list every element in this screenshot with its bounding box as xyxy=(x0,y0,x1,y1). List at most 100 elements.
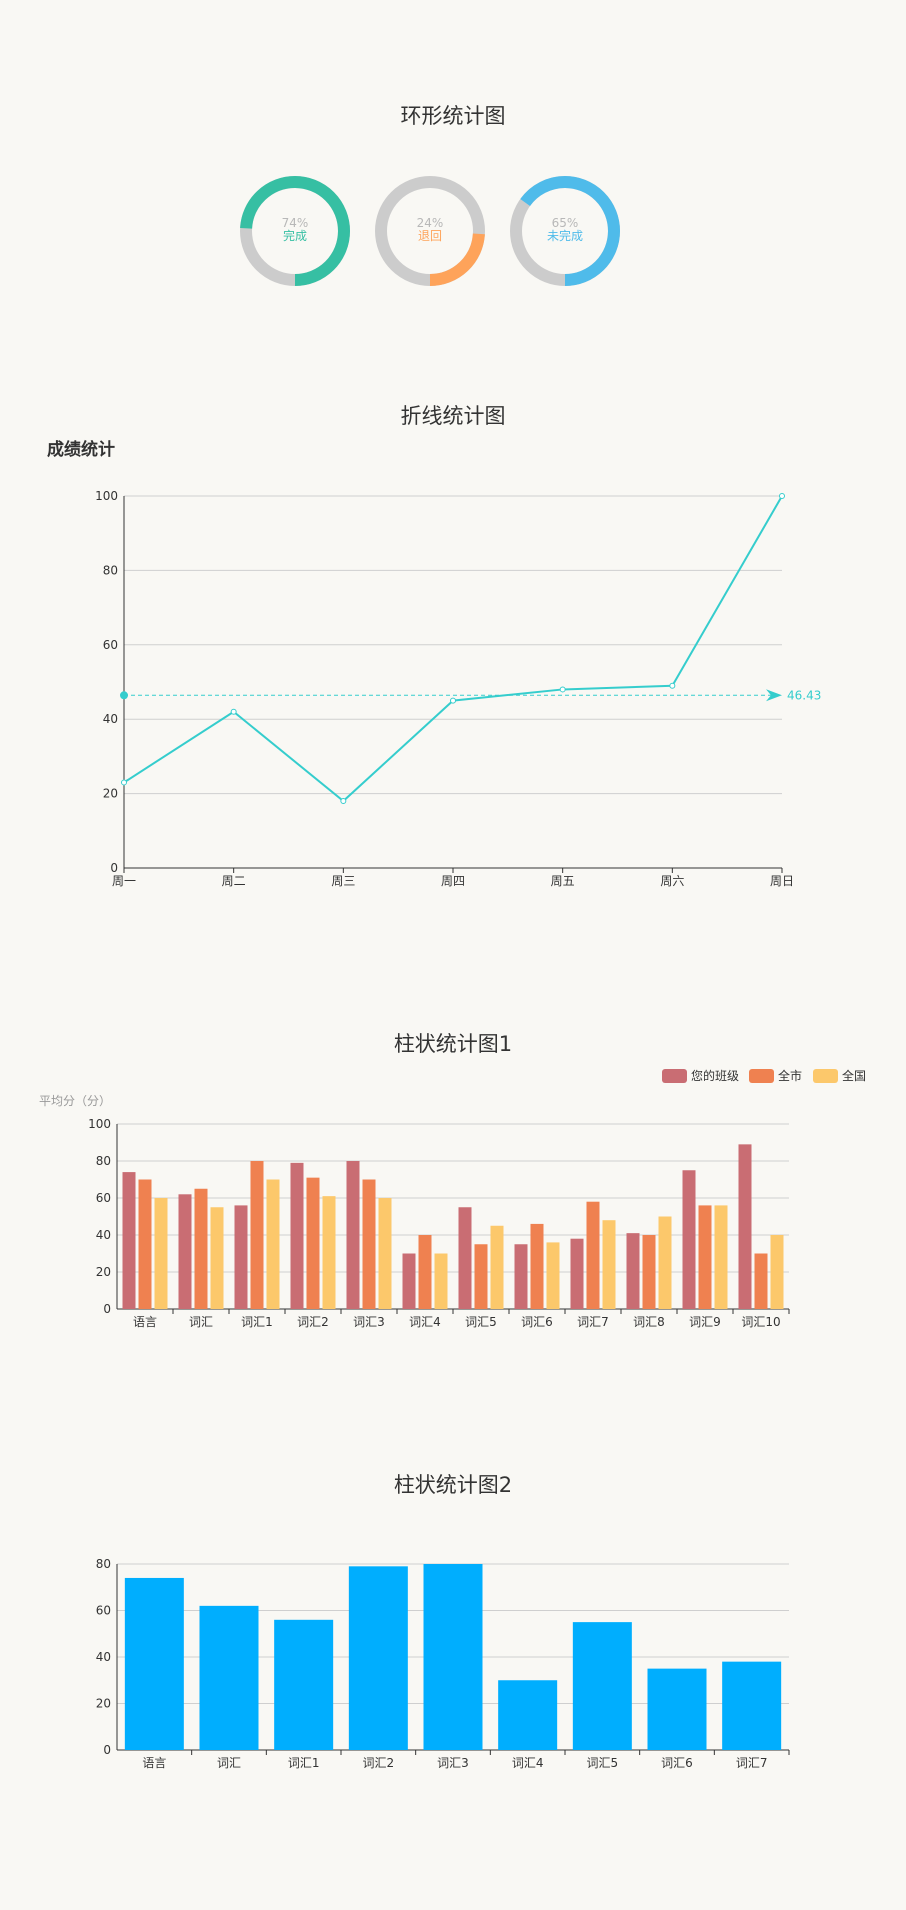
line-point xyxy=(340,798,347,805)
legend-swatch xyxy=(749,1069,774,1083)
x-tick-label: 词汇2 xyxy=(363,1756,395,1770)
y-tick-label: 60 xyxy=(96,1191,111,1205)
bar-1 xyxy=(306,1177,320,1309)
bar-0 xyxy=(290,1162,304,1309)
donut-label: 退回 xyxy=(418,229,442,243)
x-tick-label: 周三 xyxy=(331,874,355,888)
x-tick-label: 周四 xyxy=(441,874,465,888)
bar-1 xyxy=(754,1253,768,1309)
bar-2 xyxy=(602,1220,616,1309)
line-point xyxy=(450,697,456,704)
bar-2 xyxy=(658,1216,672,1309)
bar-1 xyxy=(586,1201,600,1309)
donut-label: 未完成 xyxy=(547,228,583,243)
bar-0 xyxy=(346,1161,360,1309)
bar-2 xyxy=(266,1179,280,1309)
y-tick-label: 0 xyxy=(110,861,118,875)
legend-label: 全市 xyxy=(778,1068,802,1083)
legend-swatch xyxy=(662,1069,687,1083)
x-tick-label: 词汇3 xyxy=(353,1315,385,1329)
line-point xyxy=(779,493,785,499)
bar-0 xyxy=(402,1253,416,1309)
bar-0 xyxy=(570,1238,584,1309)
x-tick-label: 周五 xyxy=(551,874,575,888)
x-tick-label: 词汇7 xyxy=(736,1756,768,1770)
y-tick-label: 60 xyxy=(96,1604,111,1618)
x-tick-label: 词汇10 xyxy=(741,1315,780,1329)
bar-chart-2: 0 20 40 60 80 语言 词汇 词汇1 词汇2 词汇3 词汇4 词汇5 词汇6 词汇7 xyxy=(96,1557,790,1770)
bar-2 xyxy=(714,1205,728,1309)
x-tick-label: 词汇8 xyxy=(633,1315,665,1329)
bar-0 xyxy=(234,1205,248,1309)
bar-0 xyxy=(178,1194,192,1309)
bar2-section-title: 柱状统计图2 xyxy=(393,1473,513,1497)
y-tick-label: 100 xyxy=(95,489,118,503)
bar-2 xyxy=(490,1225,504,1309)
x-tick-label: 词汇1 xyxy=(241,1315,273,1329)
line-point xyxy=(669,682,676,689)
donut-arc xyxy=(240,176,350,286)
bar-1 xyxy=(698,1205,712,1309)
x-tick-label: 语言 xyxy=(133,1315,157,1329)
legend-label: 您的班级 xyxy=(691,1068,739,1083)
donut-arc xyxy=(510,176,620,286)
y-tick-label: 100 xyxy=(88,1117,111,1131)
x-tick-label: 词汇5 xyxy=(465,1315,497,1329)
bar-0 xyxy=(626,1233,640,1309)
bar xyxy=(124,1577,184,1750)
line-series xyxy=(123,495,783,803)
x-tick-label: 词汇3 xyxy=(437,1756,469,1770)
line-point xyxy=(559,686,566,693)
bar-1 xyxy=(474,1244,488,1309)
x-tick-label: 周一 xyxy=(112,874,136,888)
x-tick-label: 词汇 xyxy=(217,1756,241,1770)
donut-percent: 24% xyxy=(417,216,444,230)
bar xyxy=(274,1619,334,1750)
bar-0 xyxy=(514,1244,528,1309)
x-tick-label: 词汇7 xyxy=(577,1315,609,1329)
y-tick-label: 40 xyxy=(96,1650,111,1664)
bar xyxy=(348,1566,408,1750)
bar-2 xyxy=(434,1253,448,1309)
y-tick-label: 40 xyxy=(103,712,118,726)
bar xyxy=(498,1680,558,1750)
x-tick-label: 周六 xyxy=(660,874,684,888)
x-tick-label: 词汇 xyxy=(189,1315,213,1329)
legend-label: 全国 xyxy=(842,1068,866,1083)
bar-2 xyxy=(322,1196,336,1309)
donut-1: 24%退回 xyxy=(375,176,485,286)
line-section-title: 折线统计图 xyxy=(400,404,506,428)
legend-item-0: 您的班级 xyxy=(662,1068,739,1083)
x-tick-label: 词汇6 xyxy=(521,1315,553,1329)
x-tick-label: 词汇4 xyxy=(512,1756,544,1770)
bar-0 xyxy=(458,1207,472,1309)
line-point xyxy=(230,708,237,715)
bar xyxy=(199,1605,259,1750)
line-chart-title: 成绩统计 xyxy=(47,439,115,460)
bar-2 xyxy=(546,1242,560,1309)
donut-arc xyxy=(375,176,485,286)
y-tick-label: 60 xyxy=(103,638,118,652)
y-axis-label: 平均分（分） xyxy=(39,1094,111,1108)
x-tick-label: 周二 xyxy=(222,874,246,888)
bar-2 xyxy=(770,1235,784,1309)
bar xyxy=(722,1661,782,1750)
bar-2 xyxy=(154,1198,168,1309)
bar-1 xyxy=(530,1223,544,1309)
donut-percent: 74% xyxy=(282,216,309,230)
bar-1 xyxy=(250,1161,264,1309)
y-tick-label: 0 xyxy=(103,1743,111,1757)
bar-0 xyxy=(122,1172,136,1309)
bar xyxy=(572,1622,632,1750)
line-point xyxy=(121,779,127,786)
bar-0 xyxy=(682,1170,696,1309)
donut-label: 完成 xyxy=(283,228,307,243)
average-line-label: 46.43 xyxy=(787,688,821,702)
y-tick-label: 20 xyxy=(96,1265,111,1279)
legend-swatch xyxy=(813,1069,838,1083)
x-tick-label: 词汇4 xyxy=(409,1315,441,1329)
x-tick-label: 词汇6 xyxy=(661,1756,693,1770)
bar-1 xyxy=(642,1235,656,1309)
